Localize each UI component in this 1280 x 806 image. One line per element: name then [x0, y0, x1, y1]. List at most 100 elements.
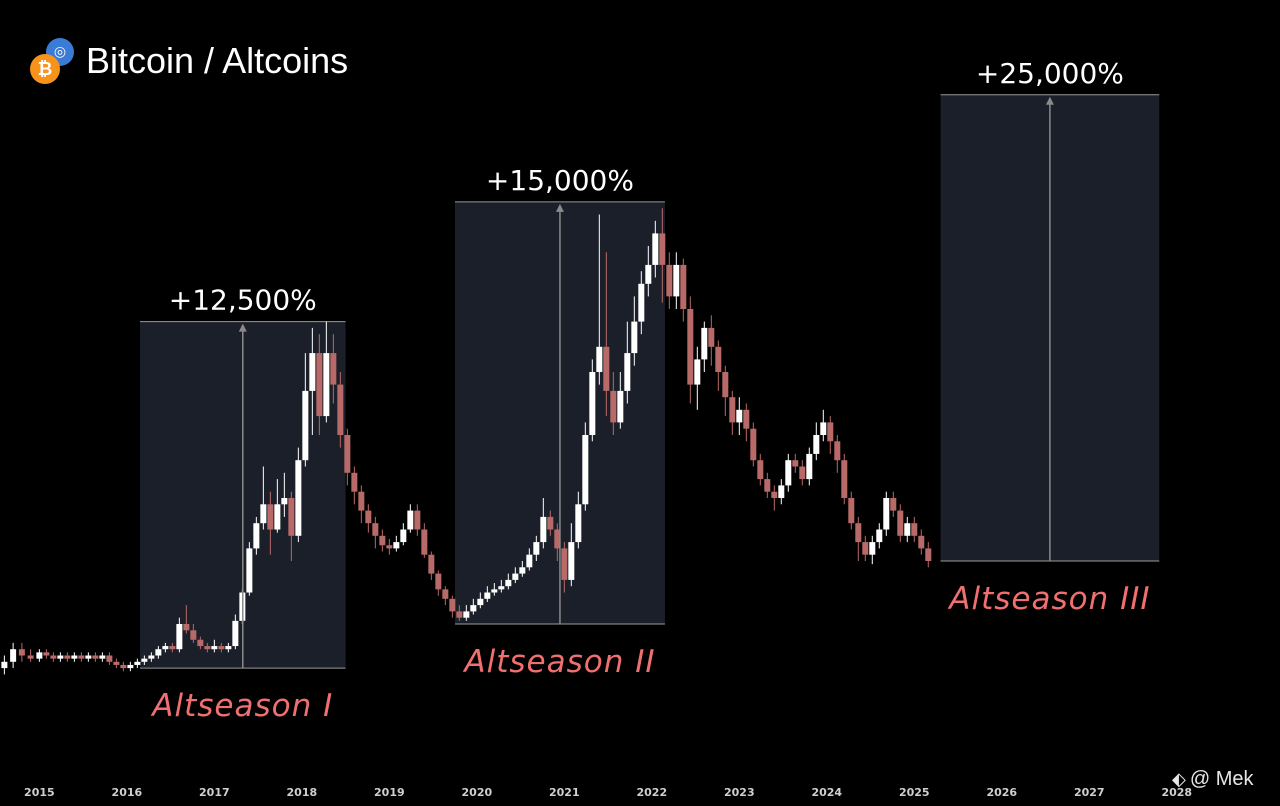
- candle-body: [575, 504, 582, 543]
- candle: [869, 535, 876, 565]
- x-tick-label: 2015: [24, 786, 55, 799]
- candle-body: [281, 498, 288, 505]
- candle-body: [18, 649, 25, 656]
- candle: [78, 652, 85, 662]
- candle-body: [715, 346, 722, 372]
- candle-body: [771, 491, 778, 498]
- candle: [1, 655, 8, 675]
- candle: [148, 652, 155, 662]
- candle-body: [421, 529, 428, 555]
- candle-body: [253, 523, 260, 549]
- candle-body: [505, 579, 512, 587]
- x-tick-label: 2026: [986, 786, 1017, 799]
- candle-body: [106, 655, 113, 662]
- candle: [512, 567, 519, 584]
- candle-body: [764, 479, 771, 492]
- candle: [561, 542, 568, 593]
- candle-body: [71, 655, 78, 659]
- candle-body: [260, 504, 267, 524]
- candle-body: [526, 554, 533, 568]
- x-tick-label: 2021: [549, 786, 580, 799]
- candle: [10, 642, 17, 669]
- candle: [771, 485, 778, 511]
- candle: [624, 321, 631, 404]
- candle-body: [155, 649, 162, 656]
- candle-body: [330, 353, 337, 385]
- gain-label-2: +15,000%: [486, 164, 634, 197]
- candle-body: [295, 460, 302, 536]
- candle-body: [120, 664, 127, 669]
- chart-title: Bitcoin / Altcoins: [86, 40, 349, 81]
- candle: [183, 605, 190, 634]
- candle: [281, 472, 288, 517]
- candle: [372, 516, 379, 549]
- candle: [904, 516, 911, 543]
- binance-icon: ⬖: [1172, 769, 1186, 789]
- candle: [344, 428, 351, 486]
- candle-body: [708, 327, 715, 347]
- candle: [162, 642, 169, 653]
- candle-body: [701, 327, 708, 360]
- candle-body: [211, 646, 218, 650]
- x-tick-label: 2027: [1074, 786, 1105, 799]
- candle: [477, 592, 484, 609]
- candle: [400, 523, 407, 546]
- altseason-label-1: Altseason I: [150, 688, 333, 724]
- candle-body: [92, 655, 99, 659]
- candle: [491, 583, 498, 596]
- candle-body: [78, 655, 85, 659]
- candle: [589, 359, 596, 442]
- candle-body: [442, 589, 449, 599]
- watermark: ⬖ @ Mek: [1172, 768, 1254, 791]
- candle: [582, 422, 589, 511]
- x-tick-label: 2018: [287, 786, 318, 799]
- candle: [540, 498, 547, 549]
- candle: [841, 453, 848, 505]
- candle: [386, 538, 393, 555]
- candle-body: [85, 655, 92, 659]
- candle: [337, 372, 344, 448]
- candle-body: [393, 542, 400, 549]
- candle: [260, 466, 267, 530]
- candle-body: [148, 655, 155, 659]
- candle: [428, 551, 435, 580]
- candle: [442, 586, 449, 606]
- candle-body: [358, 491, 365, 511]
- candle: [71, 652, 78, 662]
- bitcoin-icon: ₿: [30, 54, 60, 84]
- candle-body: [246, 548, 253, 593]
- candle-body: [57, 655, 64, 659]
- x-tick-label: 2025: [899, 786, 930, 799]
- candle-body: [848, 498, 855, 524]
- candles: [1, 208, 932, 675]
- candle-body: [351, 472, 358, 492]
- candle: [302, 353, 309, 467]
- candle-body: [99, 655, 106, 659]
- candle-body: [169, 646, 176, 650]
- candle: [617, 372, 624, 429]
- candle: [708, 315, 715, 366]
- candle: [925, 542, 932, 568]
- candle: [274, 479, 281, 533]
- candle: [603, 252, 610, 417]
- candle: [232, 614, 239, 650]
- candle-body: [841, 460, 848, 498]
- candle-body: [554, 529, 561, 549]
- gain-arrowhead-2: [555, 203, 564, 212]
- candle: [470, 598, 477, 615]
- candle-body: [904, 523, 911, 536]
- candle: [246, 542, 253, 596]
- candle: [862, 535, 869, 561]
- candle: [673, 252, 680, 309]
- candle-body: [918, 535, 925, 549]
- candle-body: [344, 435, 351, 473]
- candle-body: [183, 624, 190, 631]
- candle-body: [477, 598, 484, 606]
- candle-body: [274, 504, 281, 530]
- candle-body: [463, 611, 470, 618]
- candle: [463, 605, 470, 621]
- candle-body: [484, 592, 491, 599]
- candle: [645, 246, 652, 297]
- candle: [295, 447, 302, 543]
- candle-body: [365, 510, 372, 524]
